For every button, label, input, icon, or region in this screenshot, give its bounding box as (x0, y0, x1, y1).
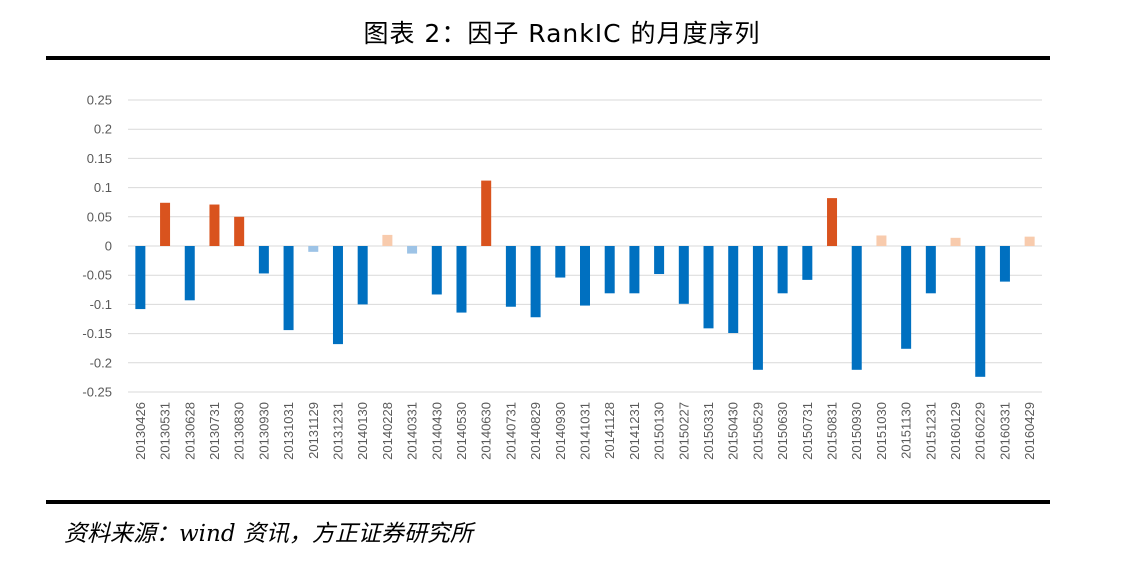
bar-20160429 (1024, 236, 1035, 246)
gridlines (128, 99, 1042, 393)
y-tick-label: 0.25 (87, 93, 112, 108)
x-tick-label: 20141128 (602, 402, 617, 459)
x-tick-label: 20140430 (429, 402, 444, 460)
x-tick-label: 20130930 (256, 402, 271, 460)
bar-20131031 (283, 246, 294, 331)
bar-20141031 (580, 246, 590, 306)
x-tick-label: 20130628 (182, 402, 197, 460)
x-tick-label: 20141031 (578, 402, 593, 460)
x-tick-label: 20141231 (627, 402, 642, 460)
bar-20141128 (604, 246, 615, 294)
bar-20130531 (160, 202, 171, 246)
bar-20140228 (382, 234, 393, 246)
x-tick-label: 20150930 (849, 402, 864, 460)
y-tick-label: -0.1 (90, 297, 112, 312)
bar-20150831 (827, 198, 838, 246)
y-tick-label: -0.15 (82, 326, 112, 341)
top-rule (46, 56, 1050, 60)
x-tick-label: 20140930 (553, 402, 568, 460)
x-tick-label: 20140630 (479, 402, 494, 460)
x-tick-label: 20131031 (281, 402, 296, 460)
x-tick-label: 20151130 (899, 402, 914, 459)
x-tick-label: 20140130 (355, 402, 370, 460)
x-tick-label: 20160129 (948, 402, 963, 460)
y-tick-label: 0.1 (94, 180, 112, 195)
bar-20160129 (950, 237, 961, 246)
y-tick-label: -0.25 (82, 385, 112, 400)
bar-20130930 (258, 246, 269, 274)
bar-20150630 (777, 246, 788, 294)
x-tick-label: 20140331 (405, 402, 420, 460)
x-tick-label: 20140530 (454, 402, 469, 460)
x-tick-label: 20150529 (750, 402, 765, 460)
bar-20140530 (456, 246, 467, 313)
x-tick-label: 20150227 (676, 402, 691, 460)
bar-20130628 (184, 246, 195, 301)
bar-20130830 (234, 216, 245, 246)
bar-20140331 (407, 246, 418, 254)
bar-20140130 (357, 246, 368, 305)
x-tick-label: 20130426 (133, 402, 148, 460)
bar-20130731 (209, 204, 220, 246)
bar-20150529 (752, 246, 763, 370)
bar-20150731 (802, 246, 813, 280)
bar-20150331 (703, 246, 714, 329)
x-tick-label: 20150331 (701, 402, 716, 460)
x-tick-label: 20151231 (923, 402, 938, 460)
x-tick-label: 20130731 (207, 402, 222, 460)
bar-20151130 (901, 246, 912, 349)
x-tick-label: 20140731 (503, 402, 518, 460)
y-tick-label: 0 (105, 239, 112, 254)
y-tick-label: -0.2 (90, 355, 112, 370)
bar-20160229 (975, 246, 986, 377)
x-tick-label: 20160331 (997, 402, 1012, 460)
y-axis-ticks: 0.25 0.2 0.15 0.1 0.05 0 -0.05 -0.1 -0.15 -0.2 -0.… (82, 93, 112, 400)
figure-title: 图表 2：因子 RankIC 的月度序列 (363, 19, 761, 48)
x-tick-label: 20150831 (825, 402, 840, 460)
bar-20131231 (332, 246, 343, 345)
bar-20140630 (481, 180, 492, 246)
x-tick-label: 20131129 (306, 402, 321, 459)
bar-20150227 (678, 246, 689, 304)
x-tick-label: 20150130 (652, 402, 667, 460)
bar-20150430 (728, 246, 739, 334)
x-tick-label: 20151030 (874, 402, 889, 460)
source-note: 资料来源：wind 资讯，方正证券研究所 (64, 521, 473, 547)
bar-20151231 (925, 246, 936, 294)
rankic-bar-chart: 0.25 0.2 0.15 0.1 0.05 0 -0.05 -0.1 -0.15 -0.2 -0.… (82, 93, 1042, 460)
x-axis-ticks: 20130426 20130531 20130628 20130731 20130830… (133, 402, 1037, 460)
bar-20131129 (308, 246, 319, 252)
y-tick-label: -0.05 (82, 268, 112, 283)
bar-20141231 (629, 246, 640, 294)
x-tick-label: 20150731 (800, 402, 815, 460)
bar-20140731 (505, 246, 516, 307)
y-tick-label: 0.2 (94, 122, 112, 137)
y-tick-label: 0.05 (87, 209, 112, 224)
bottom-rule (46, 500, 1050, 504)
x-tick-label: 20140829 (528, 402, 543, 460)
bar-20140930 (555, 246, 566, 278)
bars (135, 180, 1035, 377)
x-tick-label: 20150630 (775, 402, 790, 460)
bar-20140430 (431, 246, 442, 295)
bar-20150930 (851, 246, 862, 370)
x-tick-label: 20150430 (726, 402, 741, 460)
x-tick-label: 20130531 (158, 402, 173, 460)
x-tick-label: 20160229 (973, 402, 988, 460)
bar-20140829 (530, 246, 541, 318)
bar-20160331 (999, 246, 1010, 282)
x-tick-label: 20130830 (232, 402, 247, 460)
bar-20130426 (135, 246, 146, 310)
y-tick-label: 0.15 (87, 151, 112, 166)
x-tick-label: 20131231 (330, 402, 345, 460)
bar-20151030 (876, 235, 887, 246)
x-tick-label: 20160429 (1022, 402, 1037, 460)
bar-20150130 (654, 246, 665, 275)
x-tick-label: 20140228 (380, 402, 395, 460)
